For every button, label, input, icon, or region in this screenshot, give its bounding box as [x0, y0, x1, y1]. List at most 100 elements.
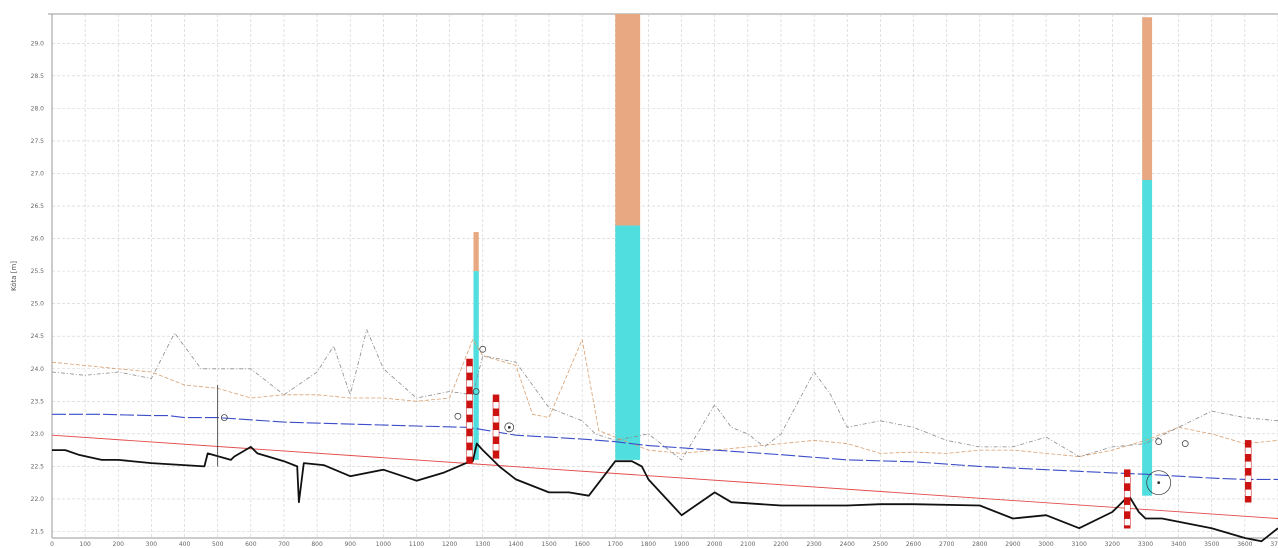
marker-circle	[454, 412, 462, 420]
pier-segment	[1244, 461, 1252, 469]
pier-segment	[466, 428, 473, 437]
x-tick-label: 2800	[972, 541, 987, 548]
pier-segment	[466, 421, 473, 430]
x-tick-label: 1300	[475, 541, 490, 548]
marker-circle	[1146, 470, 1172, 496]
y-tick-label: 27.5	[31, 138, 45, 145]
y-tick-label: 23.0	[31, 431, 45, 438]
bridge-deck	[1142, 17, 1153, 180]
pier-segment	[1244, 482, 1252, 490]
x-tick-label: 3000	[1038, 541, 1053, 548]
marker-dot	[1157, 481, 1161, 485]
y-tick-label: 29.0	[31, 40, 45, 47]
x-tick-label: 0	[50, 541, 54, 548]
pier-segment	[1123, 504, 1131, 512]
x-tick-label: 2400	[840, 541, 855, 548]
marker-dot	[507, 425, 511, 429]
pier-segment	[1123, 483, 1131, 491]
x-tick-label: 900	[344, 541, 356, 548]
x-tick-label: 1000	[376, 541, 391, 548]
x-tick-label: 1800	[641, 541, 656, 548]
x-tick-label: 3200	[1105, 541, 1120, 548]
pier-segment	[1244, 489, 1252, 497]
bridges	[473, 14, 1153, 496]
y-tick-label: 27.0	[31, 170, 45, 177]
y-tick-label: 22.0	[31, 496, 45, 503]
x-tick-label: 2100	[740, 541, 755, 548]
pier-segment	[1123, 469, 1131, 477]
series-bed-line	[52, 442, 1278, 543]
marker-circle	[1181, 440, 1189, 447]
piers	[466, 358, 1252, 529]
bridge-deck	[473, 232, 479, 272]
pier-segment	[466, 393, 473, 402]
pier-segment	[466, 435, 473, 444]
x-tick-label: 700	[278, 541, 290, 548]
marker-circle	[504, 422, 515, 433]
marker-circle	[1155, 438, 1163, 446]
y-tick-label: 21.5	[31, 528, 45, 535]
x-tick-label: 3100	[1072, 541, 1087, 548]
pier-segment	[466, 358, 473, 367]
y-tick-label: 26.5	[31, 203, 45, 210]
x-tick-label: 3400	[1171, 541, 1186, 548]
pier-segment	[466, 400, 473, 409]
x-tick-label: 1900	[674, 541, 689, 548]
series-design-level-line	[51, 434, 1278, 519]
x-tick-label: 200	[113, 541, 125, 548]
x-tick-label: 2000	[707, 541, 722, 548]
pier-segment	[1244, 496, 1252, 503]
x-tick-label: 2600	[906, 541, 921, 548]
pier-segment	[1244, 468, 1252, 476]
x-tick-label: 3600	[1237, 541, 1252, 548]
pier-segment	[466, 414, 473, 423]
pier-segment	[492, 436, 500, 445]
markers	[220, 345, 1189, 496]
pier-segment	[1123, 490, 1131, 498]
x-tick-label: 100	[79, 541, 91, 548]
y-tick-label: 22.5	[31, 463, 45, 470]
x-tick-label: 1500	[541, 541, 556, 548]
x-tick-label: 1200	[442, 541, 457, 548]
pier-segment	[492, 450, 500, 459]
x-tick-label: 800	[311, 541, 323, 548]
x-tick-label: 2300	[806, 541, 821, 548]
pier-segment	[466, 442, 473, 451]
pier-segment	[1244, 440, 1252, 448]
pier-segment	[1123, 476, 1131, 484]
y-tick-label: 25.5	[31, 268, 45, 275]
pier-segment	[1123, 518, 1131, 526]
x-tick-label: 2900	[1005, 541, 1020, 548]
pier-segment	[466, 449, 473, 458]
marker-circle	[220, 414, 228, 421]
pier-segment	[492, 443, 500, 452]
pier-segment	[492, 415, 500, 424]
x-tick-label: 2700	[939, 541, 954, 548]
y-tick-label: 28.5	[31, 73, 45, 80]
pier-segment	[466, 372, 473, 381]
pier-segment	[492, 429, 500, 438]
pier-segment	[1244, 447, 1252, 455]
series-right-bank-line	[51, 339, 1278, 458]
x-tick-label: 3500	[1204, 541, 1219, 548]
pier-segment	[492, 422, 500, 431]
pier-segment	[466, 456, 473, 464]
y-tick-label: 24.5	[31, 333, 45, 340]
x-tick-label: 1400	[508, 541, 523, 548]
series-left-bank-line	[51, 329, 1278, 461]
pier-segment	[492, 408, 500, 417]
bridge-opening	[1142, 179, 1153, 496]
x-tick-label: 2200	[773, 541, 788, 548]
x-tick-label: 3700	[1270, 541, 1278, 548]
y-tick-label: 28.0	[31, 105, 45, 112]
y-tick-label: 24.0	[31, 366, 45, 373]
pier-segment	[1244, 454, 1252, 462]
pier-segment	[492, 394, 500, 403]
pier-segment	[1123, 511, 1131, 519]
y-axis-label: Kóta [m]	[10, 261, 18, 291]
y-tick-label: 26.0	[31, 236, 45, 243]
pier-segment	[466, 365, 473, 374]
pier-segment	[466, 407, 473, 416]
